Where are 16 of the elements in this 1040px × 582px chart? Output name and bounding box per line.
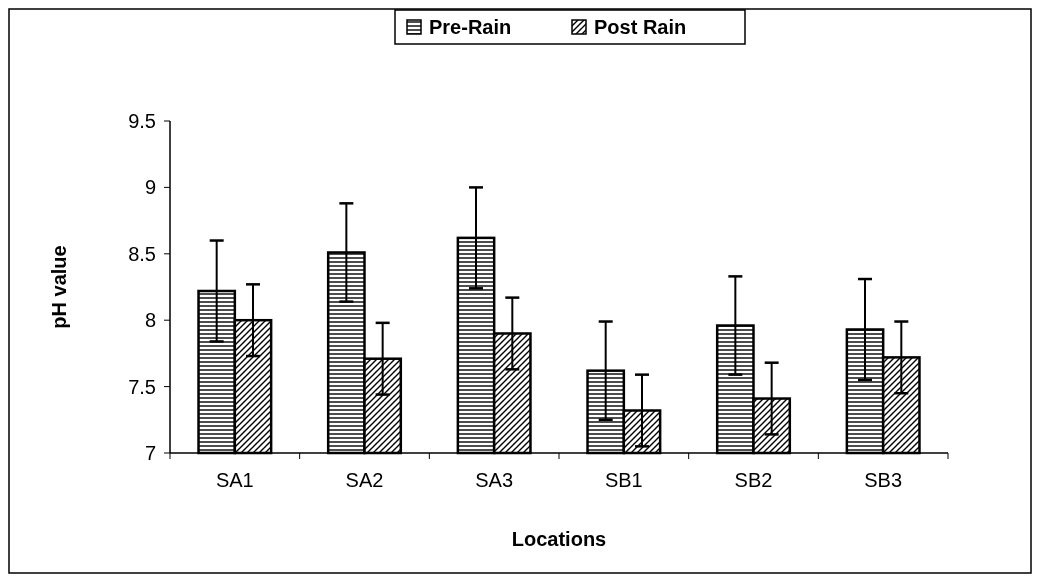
legend-label: Post Rain xyxy=(594,16,687,38)
x-axis-title: Locations xyxy=(511,528,607,550)
x-tick-label: SB3 xyxy=(864,469,903,491)
x-tick-label: SB1 xyxy=(604,469,643,491)
y-tick-label: 9 xyxy=(144,176,156,199)
x-tick-label: SA2 xyxy=(345,469,384,491)
y-axis-title: pH value xyxy=(48,245,70,329)
y-tick-label: 8 xyxy=(144,309,156,332)
x-tick-label: SA3 xyxy=(475,469,514,491)
legend-label: Pre-Rain xyxy=(429,16,512,38)
y-tick-label: 8.5 xyxy=(128,242,156,265)
x-tick-label: SB2 xyxy=(734,469,773,491)
y-tick-label: 7.5 xyxy=(128,375,156,398)
y-tick-label: 7 xyxy=(144,442,156,464)
x-tick-label: SA1 xyxy=(215,469,254,491)
y-tick-label: 9.5 xyxy=(128,110,156,132)
